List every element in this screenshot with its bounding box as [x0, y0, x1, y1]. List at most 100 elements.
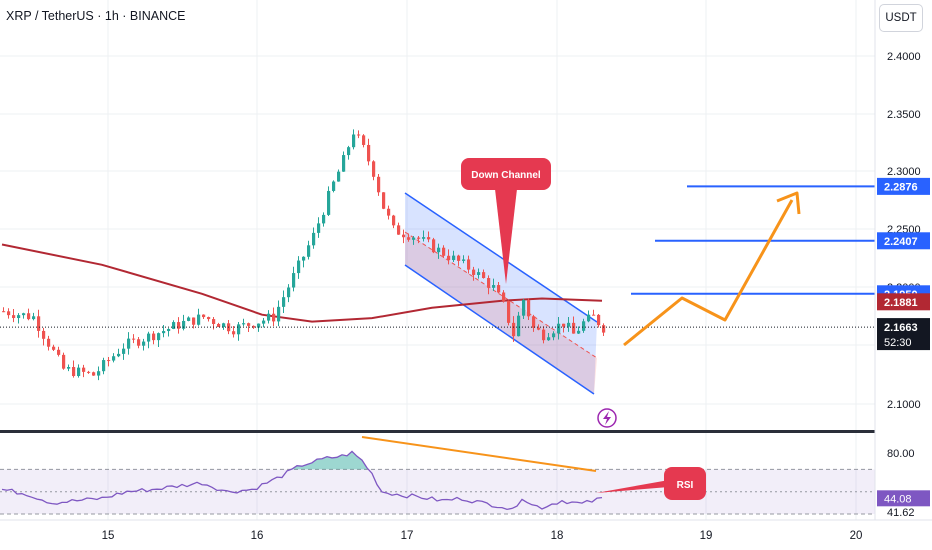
candle[interactable]	[447, 255, 451, 261]
candle[interactable]	[102, 360, 106, 372]
candle[interactable]	[82, 367, 86, 372]
candle[interactable]	[572, 322, 576, 334]
candle[interactable]	[372, 161, 376, 177]
candle[interactable]	[327, 190, 331, 215]
candle[interactable]	[112, 356, 116, 361]
candle[interactable]	[537, 327, 541, 330]
candle[interactable]	[57, 349, 61, 355]
down-channel-callout[interactable]: Down Channel	[461, 158, 551, 284]
candle[interactable]	[77, 367, 81, 377]
candle[interactable]	[202, 314, 206, 318]
candle[interactable]	[92, 372, 96, 376]
rsi-callout[interactable]	[664, 467, 706, 500]
rsi-divergence-line[interactable]	[361, 436, 597, 472]
candle[interactable]	[407, 237, 411, 240]
candle[interactable]	[507, 300, 511, 323]
candle[interactable]	[242, 323, 246, 325]
candle[interactable]	[107, 360, 111, 362]
candle[interactable]	[467, 259, 471, 270]
candle[interactable]	[567, 322, 571, 327]
candle[interactable]	[47, 338, 51, 347]
candle[interactable]	[132, 338, 136, 340]
candle[interactable]	[267, 313, 271, 321]
candle[interactable]	[397, 225, 401, 235]
candle[interactable]	[347, 147, 351, 156]
candle[interactable]	[557, 323, 561, 334]
candle[interactable]	[67, 367, 71, 369]
candle[interactable]	[42, 330, 46, 339]
candle[interactable]	[182, 320, 186, 329]
projection-arrow[interactable]	[623, 191, 801, 347]
symbol-title[interactable]: XRP / TetherUS · 1h · BINANCE	[6, 9, 186, 23]
candle[interactable]	[522, 300, 526, 316]
candle[interactable]	[212, 319, 216, 324]
candle[interactable]	[292, 273, 296, 288]
candle[interactable]	[122, 348, 126, 354]
candle[interactable]	[307, 245, 311, 257]
candle[interactable]	[142, 341, 146, 346]
candle[interactable]	[452, 255, 456, 261]
candle[interactable]	[317, 223, 321, 233]
candle[interactable]	[602, 325, 606, 333]
candle[interactable]	[482, 272, 486, 279]
pane-separator[interactable]	[0, 430, 932, 433]
candle[interactable]	[117, 353, 121, 357]
candle[interactable]	[362, 135, 366, 145]
candle[interactable]	[207, 317, 211, 320]
candle[interactable]	[222, 323, 226, 328]
candle[interactable]	[287, 287, 291, 298]
candle[interactable]	[512, 322, 516, 337]
candle[interactable]	[442, 247, 446, 256]
candle[interactable]	[552, 333, 556, 338]
candle[interactable]	[392, 215, 396, 226]
candle[interactable]	[497, 285, 501, 293]
candle[interactable]	[357, 134, 361, 136]
candle[interactable]	[252, 325, 256, 328]
candle[interactable]	[232, 331, 236, 335]
candle[interactable]	[172, 322, 176, 329]
candle[interactable]	[387, 208, 391, 216]
candle[interactable]	[492, 285, 496, 288]
candle[interactable]	[312, 232, 316, 246]
candle[interactable]	[192, 317, 196, 325]
candle[interactable]	[257, 323, 261, 328]
candle[interactable]	[12, 315, 16, 319]
candle[interactable]	[27, 313, 31, 320]
candle[interactable]	[177, 322, 181, 329]
candle[interactable]	[412, 237, 416, 240]
candle[interactable]	[532, 316, 536, 328]
candle[interactable]	[577, 330, 581, 334]
candle[interactable]	[152, 333, 156, 341]
candle[interactable]	[587, 314, 591, 322]
candle[interactable]	[322, 214, 326, 224]
candle[interactable]	[487, 278, 491, 288]
candle[interactable]	[352, 134, 356, 148]
time-axis[interactable]: 15 16 17 18 19 20	[0, 519, 932, 550]
candle[interactable]	[457, 255, 461, 261]
candle[interactable]	[17, 315, 21, 319]
currency-button[interactable]: USDT	[879, 4, 923, 32]
candle[interactable]	[282, 297, 286, 307]
candle[interactable]	[162, 331, 166, 334]
candle[interactable]	[542, 329, 546, 341]
candle[interactable]	[547, 337, 551, 341]
price-axis[interactable]: 2.4000 2.3500 2.3000 2.2500 2.2000 2.100…	[874, 0, 932, 520]
candle[interactable]	[127, 338, 131, 349]
lightning-icon[interactable]	[597, 408, 617, 428]
candle[interactable]	[477, 272, 481, 275]
candle[interactable]	[377, 176, 381, 193]
candle[interactable]	[237, 324, 241, 335]
candle[interactable]	[502, 292, 506, 301]
candle[interactable]	[277, 306, 281, 322]
candle[interactable]	[247, 323, 251, 326]
candle[interactable]	[197, 314, 201, 325]
candle[interactable]	[62, 354, 66, 369]
candle[interactable]	[72, 367, 76, 377]
candle[interactable]	[367, 144, 371, 162]
down-channel[interactable]	[404, 192, 598, 395]
candle[interactable]	[52, 346, 56, 350]
candle[interactable]	[382, 192, 386, 209]
candle[interactable]	[2, 311, 6, 313]
candle[interactable]	[22, 313, 26, 316]
